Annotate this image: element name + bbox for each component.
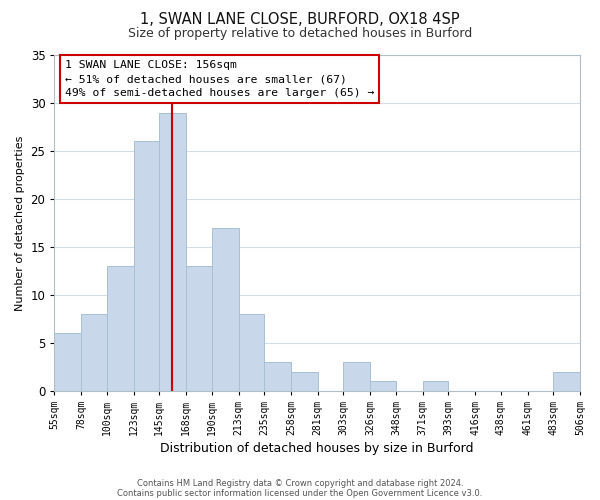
Bar <box>212 228 239 391</box>
Bar <box>81 314 107 391</box>
Bar <box>160 112 186 391</box>
Bar <box>343 362 370 391</box>
Bar <box>186 266 212 391</box>
Bar <box>134 142 160 391</box>
Text: Size of property relative to detached houses in Burford: Size of property relative to detached ho… <box>128 28 472 40</box>
Text: 1 SWAN LANE CLOSE: 156sqm
← 51% of detached houses are smaller (67)
49% of semi-: 1 SWAN LANE CLOSE: 156sqm ← 51% of detac… <box>65 60 374 98</box>
Text: 1, SWAN LANE CLOSE, BURFORD, OX18 4SP: 1, SWAN LANE CLOSE, BURFORD, OX18 4SP <box>140 12 460 28</box>
Bar <box>55 333 81 391</box>
Y-axis label: Number of detached properties: Number of detached properties <box>15 135 25 310</box>
Bar <box>422 381 448 391</box>
Bar <box>370 381 396 391</box>
Bar <box>239 314 264 391</box>
X-axis label: Distribution of detached houses by size in Burford: Distribution of detached houses by size … <box>160 442 474 455</box>
Bar <box>264 362 291 391</box>
Bar <box>291 372 318 391</box>
Bar <box>107 266 134 391</box>
Text: Contains HM Land Registry data © Crown copyright and database right 2024.: Contains HM Land Registry data © Crown c… <box>137 478 463 488</box>
Bar <box>553 372 580 391</box>
Text: Contains public sector information licensed under the Open Government Licence v3: Contains public sector information licen… <box>118 488 482 498</box>
